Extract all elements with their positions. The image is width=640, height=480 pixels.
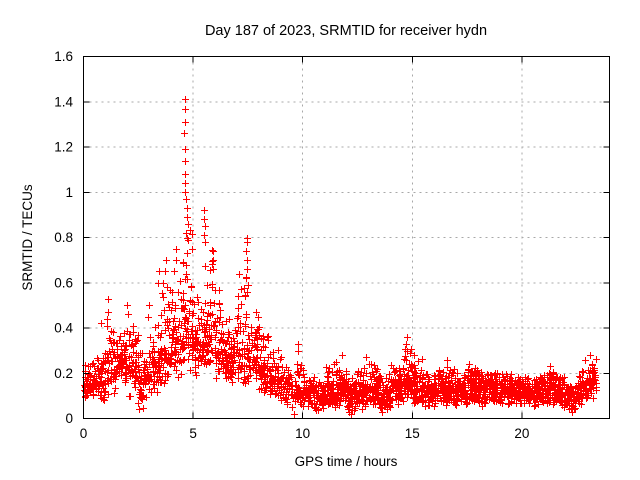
x-tick-label: 20 <box>514 426 529 441</box>
x-tick-label: 0 <box>80 426 88 441</box>
x-tick-label: 10 <box>295 426 310 441</box>
y-tick-label: 0.2 <box>54 366 73 381</box>
y-tick-label: 1.2 <box>54 140 73 155</box>
y-tick-label: 0.6 <box>54 275 73 290</box>
y-tick-label: 1 <box>65 185 73 200</box>
tick-labels: 0 5 10 15 20 0 0.2 0.4 0.6 0.8 1 1.2 1.4 1.6 <box>54 49 529 441</box>
x-tick-label: 15 <box>405 426 420 441</box>
scatter-points <box>81 96 600 418</box>
x-axis-label: GPS time / hours <box>295 454 398 469</box>
x-tick-label: 5 <box>189 426 197 441</box>
y-tick-label: 0.8 <box>54 230 73 245</box>
grid-lines <box>83 56 610 419</box>
y-tick-label: 0.4 <box>54 321 73 336</box>
y-tick-label: 0 <box>65 411 73 426</box>
axis-ticks <box>83 56 610 419</box>
chart-title: Day 187 of 2023, SRMTID for receiver hyd… <box>205 23 487 39</box>
y-tick-label: 1.4 <box>54 94 73 109</box>
y-axis-label: SRMTID / TECUs <box>20 184 35 291</box>
y-tick-label: 1.6 <box>54 49 73 64</box>
